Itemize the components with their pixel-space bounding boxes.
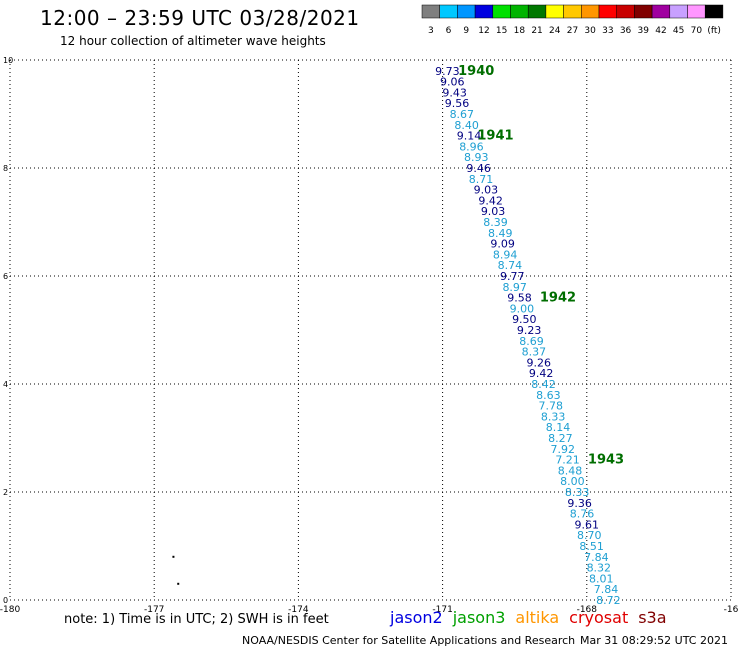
legend-item: altika xyxy=(515,608,560,627)
wave-height-label: 7.84 xyxy=(594,583,619,596)
wave-height-label: 8.33 xyxy=(565,486,590,499)
footer-timestamp: Mar 31 08:29:52 UTC 2021 xyxy=(580,634,728,647)
wave-height-label: 7.92 xyxy=(551,443,576,456)
wave-height-label: 9.00 xyxy=(510,302,535,315)
wave-height-label: 9.36 xyxy=(567,497,592,510)
wave-height-label: 9.61 xyxy=(575,518,600,531)
wave-height-label: 9.58 xyxy=(507,292,532,305)
wave-height-label: 7.84 xyxy=(584,551,609,564)
wave-height-label: 8.32 xyxy=(587,562,612,575)
colorbar-tick-label: 18 xyxy=(514,26,526,36)
x-tick-label: -180 xyxy=(0,605,20,615)
y-tick-label: 4 xyxy=(3,380,8,389)
chart-title: 12:00 – 23:59 UTC 03/28/2021 xyxy=(40,6,360,30)
wave-height-label: 9.03 xyxy=(474,184,499,197)
wave-height-label: 8.14 xyxy=(546,421,571,434)
colorbar-tick-label: 45 xyxy=(673,26,684,36)
time-label: 1941 xyxy=(477,129,513,144)
colorbar-unit-label: (ft) xyxy=(707,26,721,36)
x-tick-label: -16 xyxy=(724,605,739,615)
legend-item: jason3 xyxy=(452,608,506,627)
note-text: note: 1) Time is in UTC; 2) SWH is in fe… xyxy=(64,612,329,627)
wave-height-label: 9.42 xyxy=(478,194,503,207)
wave-height-label: 8.00 xyxy=(560,475,585,488)
wave-height-label: 9.26 xyxy=(526,356,551,369)
colorbar-tick-label: 39 xyxy=(638,26,650,36)
wave-height-label: 9.43 xyxy=(442,86,467,99)
colorbar-tick-label: 33 xyxy=(602,26,613,36)
x-tick-label: -171 xyxy=(432,605,452,615)
colorbar-tick-label: 6 xyxy=(446,26,452,36)
colorbar-tick-label: 3 xyxy=(428,26,434,36)
colorbar-segment xyxy=(704,4,724,19)
wave-height-label: 9.50 xyxy=(512,313,537,326)
y-tick-label: 2 xyxy=(3,488,8,497)
wave-height-label: 8.96 xyxy=(459,140,484,153)
wave-height-label: 8.01 xyxy=(589,572,614,585)
footer-credit: NOAA/NESDIS Center for Satellite Applica… xyxy=(242,634,576,647)
colorbar-tick-label: 42 xyxy=(655,26,666,36)
wave-height-label: 8.42 xyxy=(531,378,556,391)
wave-height-label: 9.42 xyxy=(529,367,554,380)
wave-height-label: 9.06 xyxy=(440,76,465,89)
time-label: 1940 xyxy=(458,64,494,79)
colorbar-tick-label: 27 xyxy=(567,26,578,36)
wave-height-label: 7.21 xyxy=(555,454,580,467)
colorbar-tick-label: 36 xyxy=(620,26,632,36)
time-label: 1943 xyxy=(588,453,624,468)
wave-height-label: 8.51 xyxy=(579,540,604,553)
wave-height-label: 9.46 xyxy=(466,162,491,175)
wave-height-label: 9.14 xyxy=(457,130,482,143)
wave-height-label: 8.76 xyxy=(570,508,595,521)
wave-height-label: 8.27 xyxy=(548,432,573,445)
wave-height-label: 8.71 xyxy=(469,173,494,186)
colorbar-tick-label: 24 xyxy=(549,26,561,36)
wave-height-label: 8.49 xyxy=(488,227,513,240)
time-label: 1942 xyxy=(540,291,576,306)
wave-height-label: 8.48 xyxy=(558,464,583,477)
wave-height-label: 8.33 xyxy=(541,410,566,423)
wave-height-label: 9.77 xyxy=(500,270,525,283)
wave-height-label: 9.56 xyxy=(445,97,470,110)
chart-subtitle: 12 hour collection of altimeter wave hei… xyxy=(60,34,326,48)
x-tick-label: -177 xyxy=(144,605,164,615)
colorbar-tick-label: 15 xyxy=(496,26,507,36)
colorbar-tick-label: 9 xyxy=(463,26,469,36)
satellite-legend: jason2 jason3 altika cryosat s3a xyxy=(390,608,677,627)
legend-item: jason2 xyxy=(390,608,443,627)
wave-height-label: 8.37 xyxy=(522,346,547,359)
wave-height-label: 7.78 xyxy=(539,400,564,413)
y-tick-label: 10 xyxy=(3,56,13,65)
y-tick-label: 8 xyxy=(3,164,8,173)
legend-item: s3a xyxy=(638,608,667,627)
wave-height-label: 8.69 xyxy=(519,335,544,348)
wave-height-label: 8.39 xyxy=(483,216,508,229)
y-tick-label: 0 xyxy=(3,596,8,605)
wave-height-label: 8.97 xyxy=(502,281,527,294)
wave-height-label: 8.74 xyxy=(498,259,523,272)
wave-height-label: 9.73 xyxy=(435,65,460,78)
data-point xyxy=(177,582,180,585)
wave-height-label: 9.09 xyxy=(490,238,515,251)
wave-height-label: 8.94 xyxy=(493,248,518,261)
data-point xyxy=(172,555,175,558)
wave-height-label: 8.40 xyxy=(454,119,479,132)
x-tick-label: -168 xyxy=(577,605,598,615)
wave-height-label: 9.03 xyxy=(481,205,506,218)
colorbar-tick-label: 70 xyxy=(691,26,703,36)
legend-item: cryosat xyxy=(569,608,629,627)
wave-height-label: 8.67 xyxy=(450,108,475,121)
x-tick-label: -174 xyxy=(288,605,309,615)
colorbar-tick-label: 21 xyxy=(531,26,542,36)
y-tick-label: 6 xyxy=(3,272,8,281)
wave-height-label: 8.72 xyxy=(596,594,621,607)
wave-height-label: 9.23 xyxy=(517,324,542,337)
colorbar-tick-label: 30 xyxy=(584,26,596,36)
wave-height-label: 8.93 xyxy=(464,151,489,164)
colorbar: 3 6 9 12 15 18 21 24 27 30 33 36 39 42 45 70 (ft) xyxy=(421,4,724,36)
wave-height-label: 8.70 xyxy=(577,529,602,542)
colorbar-tick-label: 12 xyxy=(478,26,489,36)
wave-height-label: 8.63 xyxy=(536,389,561,402)
